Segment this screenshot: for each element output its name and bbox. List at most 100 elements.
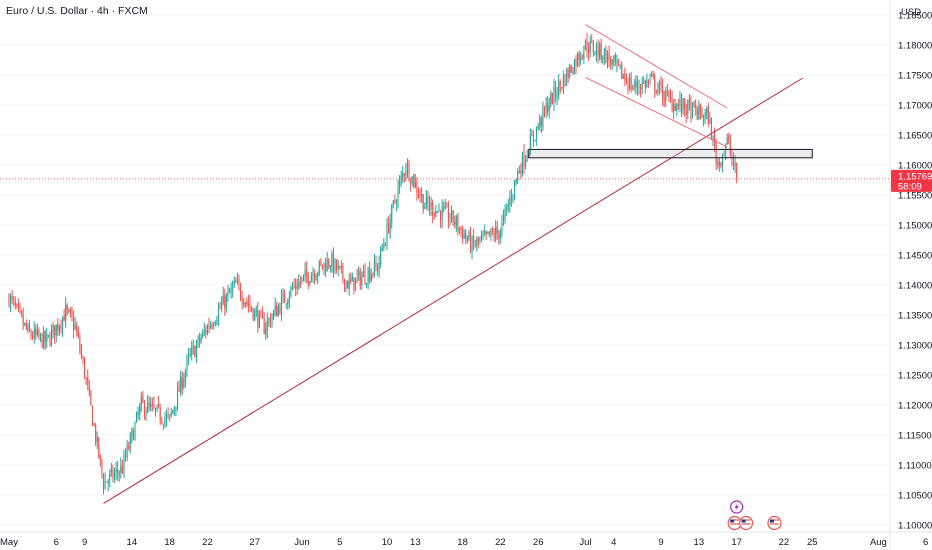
candle-body <box>208 325 210 328</box>
time-tick-label: May <box>0 537 18 548</box>
candle-body <box>669 96 672 99</box>
flag-stripe <box>741 521 751 523</box>
candle-body <box>369 268 371 281</box>
candle-body <box>687 100 689 114</box>
time-tick-label: 13 <box>410 537 421 548</box>
candle-body <box>665 90 667 102</box>
candle-body <box>17 303 20 308</box>
candle-body <box>192 346 194 349</box>
candle-body <box>435 210 437 217</box>
candle-body <box>537 126 539 128</box>
time-tick-label: 14 <box>127 537 138 548</box>
grid <box>0 14 890 526</box>
candle-body <box>232 286 234 290</box>
candle-body <box>677 104 679 106</box>
candle-body <box>699 104 701 114</box>
candle-body <box>701 113 703 118</box>
candle-body <box>252 308 254 320</box>
us-flag-icon[interactable] <box>727 515 742 531</box>
candle-body <box>93 424 95 426</box>
candle-body <box>276 305 278 317</box>
candle-body <box>211 325 213 327</box>
us-flag-icon[interactable] <box>738 515 754 531</box>
candle-body <box>584 39 587 50</box>
candle-body <box>682 98 684 110</box>
candle-body <box>548 105 550 112</box>
candle-body <box>706 109 708 113</box>
candle-body <box>715 146 717 163</box>
candle-body <box>14 301 16 306</box>
time-axis[interactable]: May 6 9 14 18 22 27 Jun 5 10 13 18 22 26 Jul 4 9 13 17 22 25… <box>0 531 932 548</box>
candle-body <box>84 359 86 378</box>
candle-body <box>214 322 216 324</box>
candle-body <box>46 335 48 341</box>
candle-body <box>269 318 272 325</box>
candle-body <box>710 119 713 141</box>
candle-body <box>47 334 49 336</box>
flag-stripe <box>769 523 779 525</box>
time-tick-label: 26 <box>533 537 544 548</box>
candle-body <box>720 162 722 166</box>
candle-body <box>510 196 512 200</box>
candle-body <box>594 53 596 55</box>
candle-body <box>312 273 314 276</box>
price-countdown: 58:09 <box>898 181 922 192</box>
candle-body <box>718 161 720 166</box>
candle-body <box>479 238 481 242</box>
candle-body <box>427 196 429 205</box>
candle-body <box>575 59 577 67</box>
candle-body <box>173 407 175 411</box>
flag-canton <box>730 519 735 523</box>
candle-body <box>734 163 736 166</box>
candle-body <box>499 233 501 240</box>
candle-body <box>21 311 23 315</box>
price-tick-label: 1.13500 <box>898 311 932 322</box>
last-price-tag <box>891 169 932 192</box>
candle-body <box>165 414 168 419</box>
price-axis[interactable]: 1.18500 1.18000 1.17500 1.17000 1.16500 1.160… <box>889 0 932 550</box>
candle-body <box>578 54 580 61</box>
time-tick-label: 27 <box>249 537 260 548</box>
candle-body <box>380 248 382 265</box>
candle-body <box>274 305 276 312</box>
event-markers[interactable] <box>727 500 782 531</box>
candle-body <box>588 50 590 54</box>
candle-body <box>657 88 659 92</box>
candle-body <box>11 295 13 299</box>
candle-body <box>101 460 103 474</box>
candle-body <box>728 136 730 141</box>
candle-body <box>562 76 564 89</box>
candle-body <box>680 99 683 111</box>
candle-body <box>381 248 383 250</box>
candle-body <box>140 396 142 406</box>
drawings <box>0 24 890 504</box>
price-tick-label: 1.17000 <box>898 101 932 112</box>
price-tick-label: 1.16500 <box>898 131 932 142</box>
candle-body <box>561 87 563 89</box>
candle-body <box>691 102 694 118</box>
candle-body <box>684 98 686 110</box>
flag-stripe <box>741 519 751 521</box>
candle-body <box>394 199 396 202</box>
candle-body <box>373 261 375 276</box>
candle-body <box>482 234 484 237</box>
candle-body <box>441 207 443 221</box>
candle-body <box>591 41 593 43</box>
candle-body <box>87 376 89 385</box>
time-tick-label: 22 <box>495 537 506 548</box>
candle-body <box>181 377 183 389</box>
candle-body <box>298 281 300 289</box>
supply-zone-box <box>528 148 813 159</box>
candle-body <box>347 281 349 289</box>
candle-body <box>405 170 407 176</box>
candle-body <box>233 281 235 286</box>
lightning-icon[interactable] <box>730 500 744 514</box>
candle-body <box>273 311 275 319</box>
us-flag-icon[interactable] <box>767 515 782 531</box>
candle-body <box>98 437 100 458</box>
candle-body <box>480 235 483 238</box>
candle-body <box>372 273 374 275</box>
currency-label[interactable]: USD <box>901 7 921 18</box>
candle-body <box>721 155 724 167</box>
